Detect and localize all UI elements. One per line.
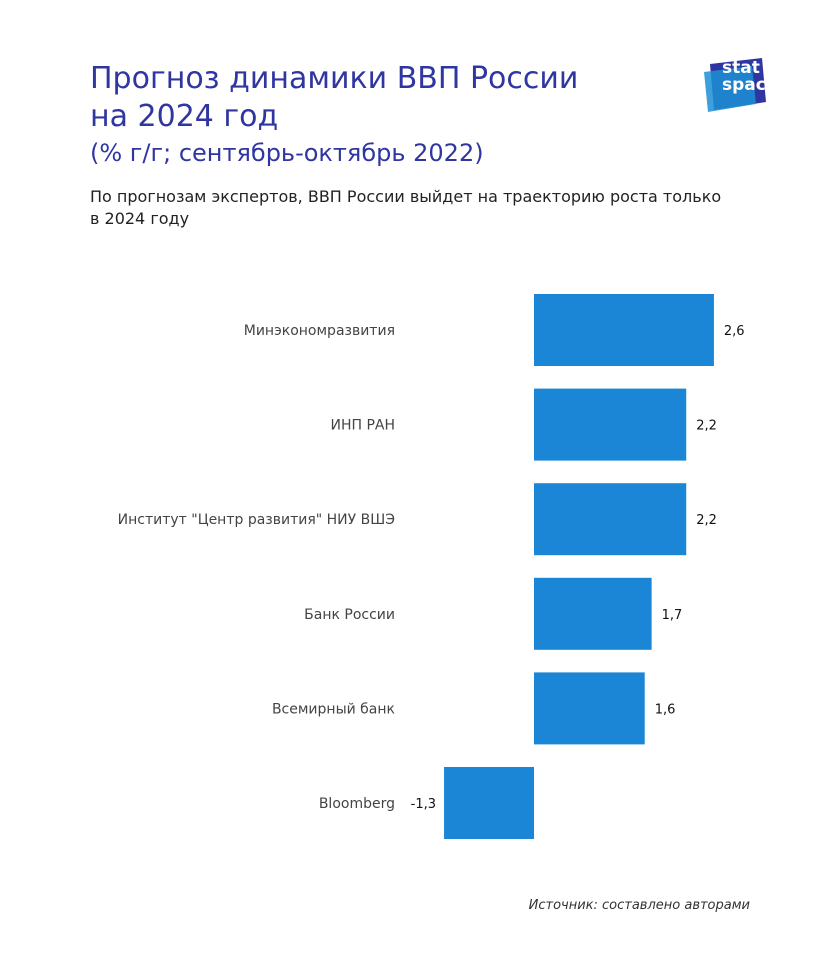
data-label: 1,7 xyxy=(662,608,683,623)
title-units: (% г/г; сентябрь-октябрь 2022) xyxy=(90,139,484,167)
chart-title: Прогноз динамики ВВП России на 2024 год … xyxy=(90,60,690,170)
category-label: Институт "Центр развития" НИУ ВШЭ xyxy=(118,512,395,528)
title-line-2: на 2024 год xyxy=(90,99,279,134)
bar xyxy=(534,388,687,461)
data-label: 2,2 xyxy=(696,513,717,528)
category-label: Всемирный банк xyxy=(272,701,395,717)
bar xyxy=(534,577,652,650)
bar xyxy=(534,672,645,745)
data-label: 1,6 xyxy=(655,702,676,717)
bar xyxy=(534,483,687,556)
data-label: -1,3 xyxy=(411,797,436,812)
category-label: Банк России xyxy=(304,607,395,623)
bar xyxy=(444,767,534,839)
source-note: Источник: составлено авторами xyxy=(528,898,750,913)
bar xyxy=(534,294,714,366)
data-label: 2,2 xyxy=(696,419,717,434)
category-label: Минэкономразвития xyxy=(244,323,395,339)
category-label: Bloomberg xyxy=(319,796,395,812)
logo-text-stat: stat xyxy=(722,58,760,78)
chart-subtitle: По прогнозам экспертов, ВВП России выйде… xyxy=(90,187,722,228)
data-label: 2,6 xyxy=(724,324,745,339)
category-label: ИНП РАН xyxy=(330,418,395,434)
statspace-logo: stat space xyxy=(700,58,800,114)
logo-text-space: space xyxy=(722,75,778,95)
title-line-1: Прогноз динамики ВВП России xyxy=(90,61,579,96)
logo-shape-icon xyxy=(704,58,766,112)
bar-chart: Минэкономразвития 2,6 ИНП РАН 2,2 Институт "… xyxy=(118,294,745,839)
